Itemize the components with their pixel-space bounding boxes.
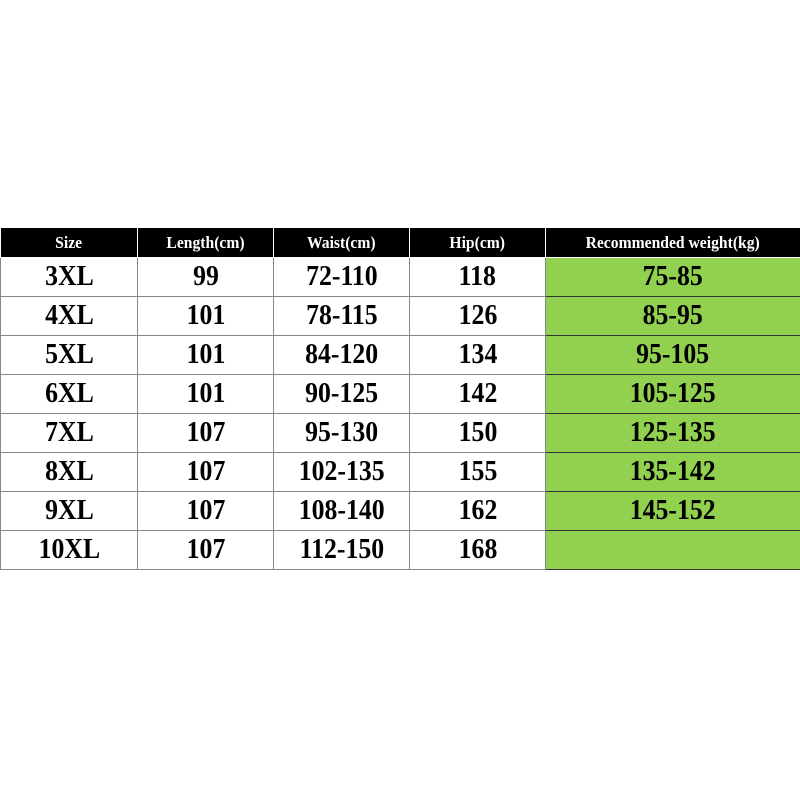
cell-value: 5XL: [44, 339, 94, 370]
cell-hip: 142: [409, 374, 546, 414]
cell-value: 112-150: [299, 534, 384, 565]
cell-weight: 95-105: [545, 335, 800, 375]
cell-weight: 125-135: [545, 413, 800, 453]
header-weight: Recommended weight(kg): [545, 228, 800, 258]
cell-size: 5XL: [0, 335, 138, 375]
cell-size: 9XL: [0, 491, 138, 531]
cell-length: 107: [137, 491, 274, 531]
cell-length: 101: [137, 374, 274, 414]
cell-value: 118: [458, 261, 497, 292]
cell-value: 105-125: [630, 378, 716, 409]
cell-value: 95-130: [305, 417, 378, 448]
cell-weight: 85-95: [545, 296, 800, 336]
cell-length: 101: [137, 335, 274, 375]
cell-length: 101: [137, 296, 274, 336]
cell-value: 78-115: [305, 300, 378, 331]
table-row: 7XL 107 95-130 150 125-135: [0, 413, 800, 453]
cell-value: 8XL: [44, 456, 94, 487]
cell-value: 168: [458, 534, 497, 565]
cell-value: 108-140: [298, 495, 385, 526]
table-row: 4XL 101 78-115 126 85-95: [0, 296, 800, 336]
cell-value: 85-95: [642, 300, 704, 331]
cell-weight: [545, 530, 800, 570]
header-hip: Hip(cm): [409, 228, 546, 258]
cell-hip: 134: [409, 335, 546, 375]
cell-value: 135-142: [630, 456, 716, 487]
header-row: Size Length(cm) Waist(cm) Hip(cm) Recommende…: [0, 228, 800, 258]
cell-value: 99: [192, 261, 219, 292]
cell-value: 75-85: [642, 261, 704, 292]
cell-hip: 118: [409, 257, 546, 297]
cell-size: 7XL: [0, 413, 138, 453]
cell-value: 134: [458, 339, 497, 370]
cell-value: 10XL: [38, 534, 100, 565]
cell-value: 101: [186, 378, 225, 409]
cell-size: 8XL: [0, 452, 138, 492]
header-label: Size: [55, 232, 83, 252]
cell-value: 72-110: [305, 261, 378, 292]
cell-hip: 155: [409, 452, 546, 492]
table-row: 3XL 99 72-110 118 75-85: [0, 257, 800, 297]
cell-value: 162: [458, 495, 497, 526]
cell-value: 107: [186, 495, 225, 526]
size-chart-table: Size Length(cm) Waist(cm) Hip(cm) Recommende…: [0, 228, 800, 570]
header-label: Waist(cm): [307, 232, 376, 252]
cell-length: 99: [137, 257, 274, 297]
cell-weight: 75-85: [545, 257, 800, 297]
cell-waist: 95-130: [273, 413, 410, 453]
cell-value: 101: [186, 300, 225, 331]
cell-value: 95-105: [636, 339, 710, 370]
header-size: Size: [0, 228, 138, 258]
cell-value: 107: [186, 534, 225, 565]
cell-length: 107: [137, 452, 274, 492]
cell-hip: 162: [409, 491, 546, 531]
cell-hip: 126: [409, 296, 546, 336]
cell-waist: 102-135: [273, 452, 410, 492]
cell-hip: 168: [409, 530, 546, 570]
header-label: Length(cm): [166, 232, 245, 252]
cell-value: 102-135: [298, 456, 385, 487]
cell-value: 4XL: [44, 300, 94, 331]
cell-size: 10XL: [0, 530, 138, 570]
cell-waist: 78-115: [273, 296, 410, 336]
cell-size: 4XL: [0, 296, 138, 336]
cell-value: 155: [458, 456, 497, 487]
cell-length: 107: [137, 413, 274, 453]
cell-value: 107: [186, 456, 225, 487]
cell-weight: 135-142: [545, 452, 800, 492]
cell-value: 101: [186, 339, 225, 370]
cell-waist: 84-120: [273, 335, 410, 375]
cell-value: 107: [186, 417, 225, 448]
cell-value: 7XL: [44, 417, 94, 448]
table-row: 5XL 101 84-120 134 95-105: [0, 335, 800, 375]
cell-size: 3XL: [0, 257, 138, 297]
table-row: 9XL 107 108-140 162 145-152: [0, 491, 800, 531]
cell-value: 145-152: [630, 495, 716, 526]
cell-value: 126: [458, 300, 497, 331]
cell-weight: 145-152: [545, 491, 800, 531]
cell-value: 150: [458, 417, 497, 448]
cell-waist: 108-140: [273, 491, 410, 531]
cell-value: 84-120: [305, 339, 378, 370]
header-length: Length(cm): [137, 228, 274, 258]
cell-waist: 112-150: [273, 530, 410, 570]
cell-value: 142: [458, 378, 497, 409]
header-label: Recommended weight(kg): [585, 232, 761, 252]
cell-length: 107: [137, 530, 274, 570]
cell-weight: 105-125: [545, 374, 800, 414]
cell-value: 3XL: [44, 261, 94, 292]
cell-waist: 72-110: [273, 257, 410, 297]
cell-value: 125-135: [630, 417, 716, 448]
cell-waist: 90-125: [273, 374, 410, 414]
table-row: 8XL 107 102-135 155 135-142: [0, 452, 800, 492]
cell-value: 6XL: [44, 378, 94, 409]
cell-value: 9XL: [44, 495, 94, 526]
table-row: 10XL 107 112-150 168: [0, 530, 800, 570]
header-waist: Waist(cm): [273, 228, 410, 258]
header-label: Hip(cm): [449, 232, 506, 252]
cell-size: 6XL: [0, 374, 138, 414]
cell-hip: 150: [409, 413, 546, 453]
cell-value: 90-125: [305, 378, 378, 409]
table-row: 6XL 101 90-125 142 105-125: [0, 374, 800, 414]
